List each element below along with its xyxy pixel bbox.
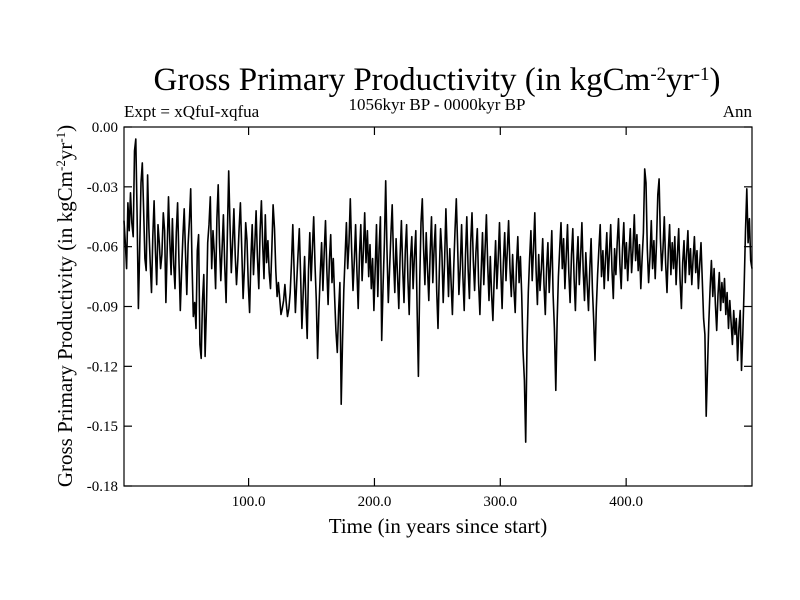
x-tick-label: 400.0 <box>609 494 643 510</box>
subtitle-center: 1056kyr BP - 0000kyr BP <box>349 95 526 114</box>
y-tick-label: -0.09 <box>87 300 118 316</box>
x-axis: 100.0 200.0 300.0 400.0 <box>232 127 643 510</box>
title-mid: yr <box>666 62 694 98</box>
y-tick-label: 0.00 <box>92 120 118 136</box>
y-tick-label: -0.03 <box>87 180 118 196</box>
x-axis-label: Time (in years since start) <box>329 514 548 538</box>
ylabel-main: Gross Primary Productivity (in kgCm <box>53 171 77 487</box>
x-tick-label: 300.0 <box>483 494 517 510</box>
chart-title: Gross Primary Productivity (in kgCm-2yr-… <box>154 62 721 98</box>
ylabel-sup2: -1 <box>53 132 68 143</box>
subtitle-left: Expt = xQfuI-xqfua <box>124 102 260 121</box>
y-tick-label: -0.18 <box>87 479 118 495</box>
series-line <box>123 138 753 443</box>
y-axis-label: Gross Primary Productivity (in kgCm-2yr-… <box>53 125 78 487</box>
x-tick-label: 200.0 <box>358 494 392 510</box>
x-tick-label: 100.0 <box>232 494 266 510</box>
y-tick-label: -0.12 <box>87 359 118 375</box>
title-end: ) <box>709 62 720 98</box>
title-sup1: -2 <box>650 64 666 85</box>
subtitle-right: Ann <box>723 102 753 121</box>
ylabel-sup1: -2 <box>53 160 68 171</box>
title-sup2: -1 <box>694 64 710 85</box>
ylabel-end: ) <box>53 125 77 132</box>
y-axis: 0.00 -0.03 -0.06 -0.09 -0.12 -0.15 -0.18 <box>87 120 752 495</box>
ylabel-mid: yr <box>53 143 77 161</box>
title-main: Gross Primary Productivity (in kgCm <box>154 62 651 98</box>
y-tick-label: -0.06 <box>87 240 119 256</box>
y-tick-label: -0.15 <box>87 419 118 435</box>
